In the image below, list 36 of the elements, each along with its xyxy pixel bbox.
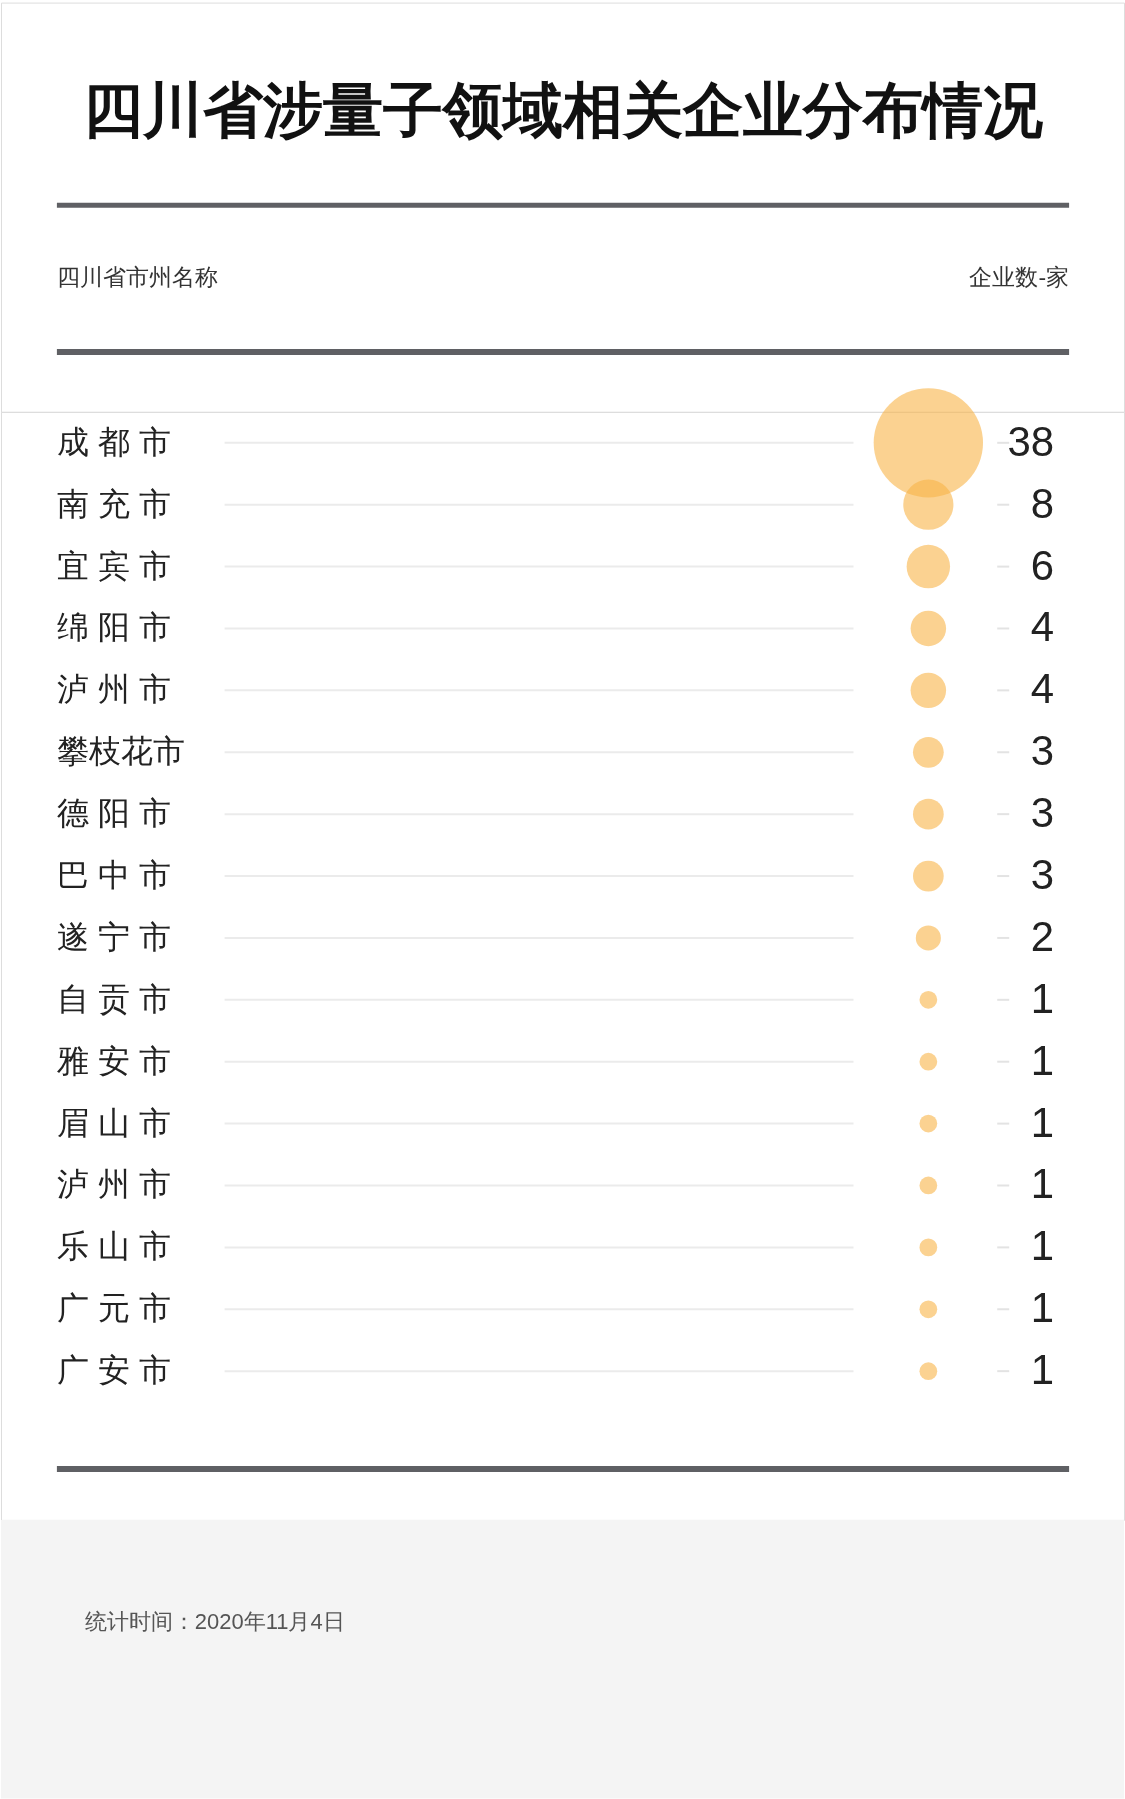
category-label: 南 充 市 [56, 485, 171, 522]
data-label: 2 [1030, 912, 1055, 960]
category-label: 广 安 市 [56, 1352, 171, 1389]
category-label: 巴 中 市 [56, 857, 171, 894]
category-label: 德 阳 市 [56, 795, 171, 832]
category-label: 遂 宁 市 [56, 918, 171, 955]
category-label: 攀枝花市 [56, 733, 185, 770]
data-label: 1 [1030, 1036, 1055, 1084]
data-label: 1 [1030, 1346, 1055, 1394]
data-label: 3 [1030, 727, 1055, 775]
category-label: 雅 安 市 [56, 1042, 171, 1079]
text: 四川省涉量子领域相关企业分布情况 [82, 77, 1043, 145]
text: 企业数-家 [969, 264, 1070, 291]
text: 统计时间：2020年11月4日 [84, 1608, 345, 1634]
category-label: 绵 阳 市 [56, 609, 171, 646]
data-label: 4 [1030, 665, 1055, 713]
data-label: 4 [1030, 603, 1055, 651]
data-label: 1 [1030, 1222, 1055, 1270]
data-label: 1 [1030, 1160, 1055, 1208]
category-label: 自 贡 市 [56, 980, 171, 1017]
data-label: 1 [1030, 1284, 1055, 1332]
data-label: 3 [1030, 789, 1055, 837]
data-label: 1 [1030, 974, 1055, 1022]
category-label: 泸 州 市 [56, 1166, 171, 1203]
data-label: 3 [1030, 851, 1055, 899]
data-label: 6 [1030, 541, 1055, 589]
category-label: 宜 宾 市 [56, 547, 171, 584]
text: 四川省市州名称 [56, 264, 218, 291]
data-label: 1 [1030, 1098, 1055, 1146]
category-label: 乐 山 市 [56, 1228, 171, 1265]
category-label: 眉 山 市 [56, 1104, 171, 1141]
data-label: 8 [1030, 479, 1055, 527]
category-label: 泸 州 市 [56, 671, 171, 708]
category-label: 广 元 市 [56, 1290, 171, 1327]
data-label: 38 [1007, 417, 1055, 465]
category-label: 成 都 市 [56, 423, 171, 460]
